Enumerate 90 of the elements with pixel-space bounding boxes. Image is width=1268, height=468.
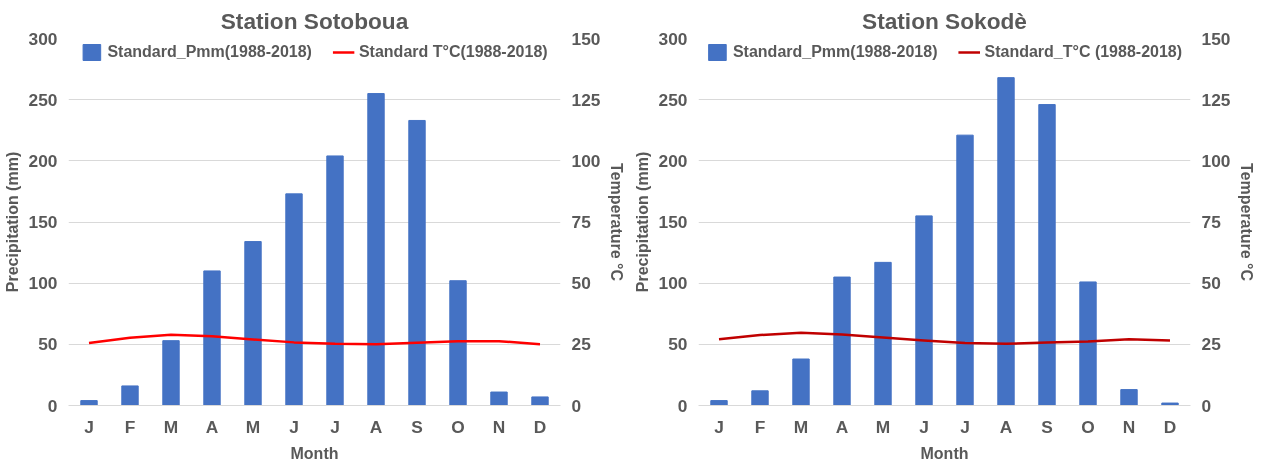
bar xyxy=(285,193,303,406)
bar xyxy=(531,396,549,406)
y2-tick-label: 125 xyxy=(1201,89,1231,110)
bar xyxy=(1038,104,1056,406)
x-tick-label: J xyxy=(84,416,94,437)
y2-tick-label: 25 xyxy=(571,334,592,355)
x-tick-label: J xyxy=(960,416,970,437)
bar xyxy=(833,276,851,406)
y-axis-title: Precipitation (mm) xyxy=(633,151,651,293)
y-tick-label: 0 xyxy=(47,395,58,416)
x-tick-label: S xyxy=(411,416,423,437)
bar xyxy=(408,119,426,406)
y2-tick-label: 125 xyxy=(571,89,601,110)
y-axis-title: Precipitation (mm) xyxy=(3,151,21,293)
bar xyxy=(121,385,139,406)
x-tick-label: J xyxy=(330,416,340,437)
bar xyxy=(915,215,933,406)
x-tick-label: N xyxy=(492,416,506,437)
y2-tick-label: 100 xyxy=(1201,150,1231,171)
y-tick-label: 0 xyxy=(677,395,688,416)
x-tick-label: N xyxy=(1122,416,1136,437)
bar xyxy=(162,340,180,406)
y2-axis-title: Temperature °C xyxy=(1238,162,1256,282)
line-series xyxy=(87,333,542,346)
x-tick-label: J xyxy=(714,416,724,437)
x-tick-label: M xyxy=(245,416,261,437)
x-tick-label: F xyxy=(124,416,136,437)
y2-tick-label: 100 xyxy=(571,150,601,171)
bar xyxy=(997,77,1015,406)
y2-tick-label: 0 xyxy=(1201,395,1212,416)
bar xyxy=(1079,281,1097,406)
line-series xyxy=(717,331,1172,346)
y-tick-label: 300 xyxy=(658,28,688,49)
bar xyxy=(874,261,892,406)
x-tick-label: M xyxy=(875,416,891,437)
y-tick-label: 50 xyxy=(38,334,58,355)
y2-tick-label: 75 xyxy=(571,212,592,232)
y2-tick-label: 50 xyxy=(571,273,591,294)
legend-label: Standard_Pmm(1988-2018) xyxy=(732,43,938,61)
y2-tick-label: 50 xyxy=(1201,273,1221,294)
legend-label: Standard_Pmm(1988-2018) xyxy=(107,43,312,61)
bar xyxy=(203,270,221,406)
x-tick-label: J xyxy=(289,416,299,437)
y-tick-label: 50 xyxy=(668,334,688,355)
y-tick-label: 100 xyxy=(28,273,58,294)
x-tick-label: A xyxy=(205,416,219,437)
chart-title: Station Sotoboua xyxy=(220,7,409,34)
y2-tick-label: 0 xyxy=(571,395,582,416)
y-tick-label: 150 xyxy=(658,212,688,232)
x-tick-label: D xyxy=(533,416,547,437)
x-tick-label: A xyxy=(999,416,1013,437)
y-tick-label: 200 xyxy=(28,150,58,171)
x-axis-title: Month xyxy=(290,444,339,462)
x-tick-label: O xyxy=(451,416,465,437)
legend-label: Standard_T°C (1988-2018) xyxy=(984,43,1183,61)
x-tick-label: M xyxy=(163,416,179,437)
y-tick-label: 250 xyxy=(658,89,688,110)
y2-tick-label: 150 xyxy=(571,28,601,49)
y2-tick-label: 75 xyxy=(1201,212,1222,232)
bar xyxy=(244,241,262,406)
x-tick-label: F xyxy=(754,416,766,437)
y-tick-label: 150 xyxy=(28,212,58,232)
legend-label: Standard T°C(1988-2018) xyxy=(358,43,548,61)
y-tick-label: 100 xyxy=(658,273,688,294)
bar xyxy=(367,93,385,406)
bar xyxy=(751,390,769,406)
x-tick-label: S xyxy=(1041,416,1053,437)
y2-tick-label: 25 xyxy=(1201,334,1222,355)
bar xyxy=(1120,389,1138,406)
x-tick-label: A xyxy=(369,416,383,437)
x-tick-label: D xyxy=(1163,416,1177,437)
bar xyxy=(80,400,98,406)
x-tick-label: J xyxy=(919,416,929,437)
x-tick-label: M xyxy=(793,416,809,437)
y-tick-label: 300 xyxy=(28,28,58,49)
bar xyxy=(792,358,810,406)
bar xyxy=(710,400,728,406)
y2-axis-title: Temperature °C xyxy=(608,162,626,282)
y-tick-label: 200 xyxy=(658,150,688,171)
bar xyxy=(449,280,467,406)
x-axis-title: Month xyxy=(920,444,969,462)
y2-tick-label: 150 xyxy=(1201,28,1231,49)
y-tick-label: 250 xyxy=(28,89,58,110)
x-tick-label: A xyxy=(835,416,849,437)
bar xyxy=(490,391,508,406)
bar xyxy=(326,155,344,406)
chart-title: Station Sokodè xyxy=(862,7,1027,34)
x-tick-label: O xyxy=(1081,416,1095,437)
bar xyxy=(956,134,974,406)
bar xyxy=(1161,402,1179,406)
